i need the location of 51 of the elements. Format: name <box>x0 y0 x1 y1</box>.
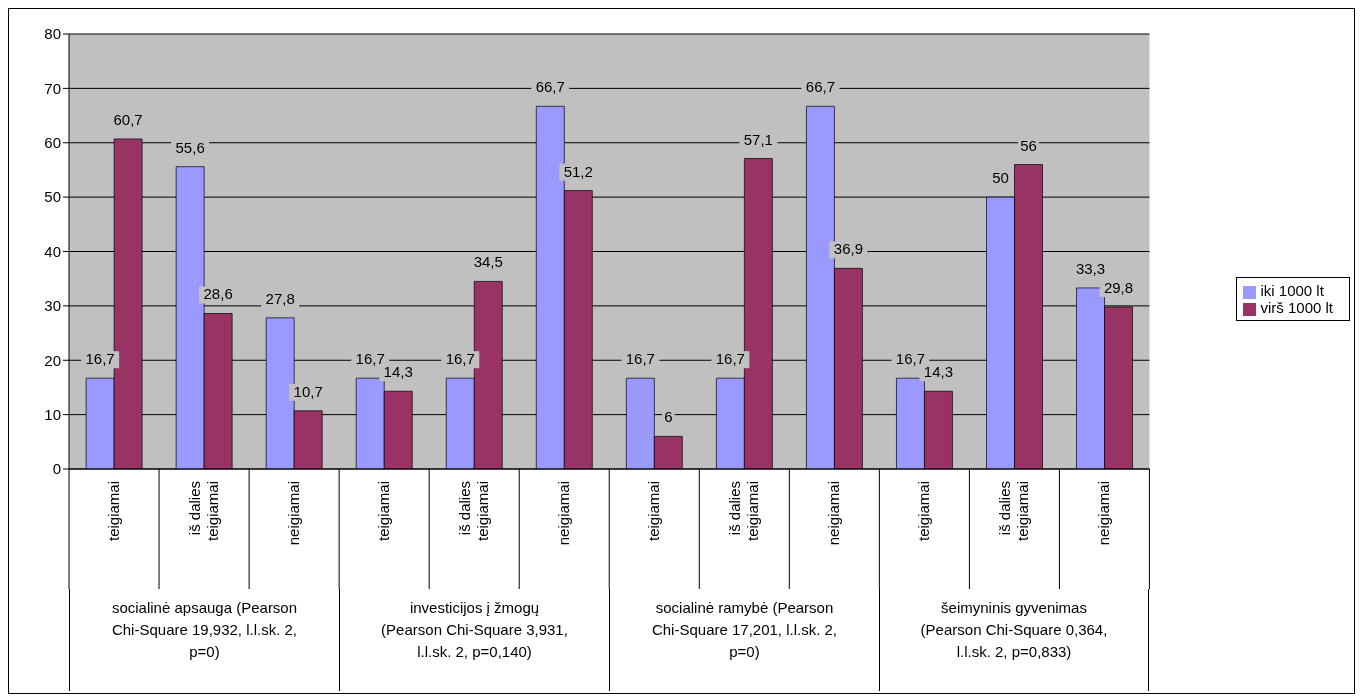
data-label: 16,7 <box>625 350 655 368</box>
legend-label: virš 1000 lt <box>1260 299 1333 316</box>
data-label: 16,7 <box>85 350 115 368</box>
data-label: 10,7 <box>293 382 323 400</box>
y-tick-label: 0 <box>52 460 61 478</box>
data-label: 51,2 <box>563 162 593 180</box>
x-tick-label: teigiamai <box>105 481 123 542</box>
x-tick-label: iš dalies teigiamai <box>726 481 762 542</box>
y-tick-label: 50 <box>44 188 61 206</box>
data-label: 36,9 <box>833 240 864 258</box>
x-tick-label: neigiamai <box>555 481 573 546</box>
data-label: 6 <box>664 408 673 426</box>
data-label: 34,5 <box>473 253 503 271</box>
x-tick-label: neigiamai <box>1095 481 1113 546</box>
data-label: 16,7 <box>895 350 926 368</box>
data-label: 14,3 <box>923 363 954 381</box>
data-label: 50 <box>992 169 1009 187</box>
x-tick-label: iš dalies teigiamai <box>456 481 492 542</box>
data-label: 66,7 <box>805 78 836 96</box>
x-tick-label: teigiamai <box>645 481 663 542</box>
legend-label: iki 1000 lt <box>1260 282 1324 299</box>
data-label: 60,7 <box>113 110 143 128</box>
x-tick-label: neigiamai <box>285 481 303 546</box>
data-label: 27,8 <box>265 289 295 307</box>
x-tick-label: teigiamai <box>915 481 933 542</box>
y-tick-label: 10 <box>44 405 61 423</box>
y-tick-label: 30 <box>44 297 61 315</box>
x-tick-label: neigiamai <box>825 481 843 546</box>
text: socialinė apsauga (Pearson Chi-Square 19,932, l.l.sk. 2, p=0) <box>69 589 339 691</box>
data-label: 55,6 <box>175 138 205 156</box>
data-label: 29,8 <box>1103 278 1134 296</box>
y-tick-label: 20 <box>44 351 61 369</box>
y-tick-label: 70 <box>44 79 61 97</box>
data-label: 16,7 <box>355 350 385 368</box>
text: šeimyninis gyvenimas (Pearson Chi-Square 0,364, l.l.sk. 2, p=0,833) <box>879 589 1149 691</box>
data-label: 28,6 <box>203 285 233 303</box>
data-label: 16,7 <box>445 350 475 368</box>
data-label: 56 <box>1020 136 1037 154</box>
text: investicijos į žmogų (Pearson Chi-Square 3,931, l.l.sk. 2, p=0,140) <box>339 589 609 691</box>
x-tick-label: iš dalies teigiamai <box>996 481 1032 542</box>
data-label: 33,3 <box>1075 259 1106 277</box>
y-tick-label: 60 <box>44 134 61 152</box>
data-label: 57,1 <box>743 130 773 148</box>
data-label: 16,7 <box>715 350 745 368</box>
text: socialinė ramybė (Pearson Chi-Square 17,201, l.l.sk. 2, p=0) <box>609 589 879 691</box>
y-tick-label: 80 <box>44 25 61 43</box>
x-tick-label: teigiamai <box>375 481 393 542</box>
x-tick-label: iš dalies teigiamai <box>186 481 222 542</box>
data-label: 14,3 <box>383 363 413 381</box>
data-label: 66,7 <box>535 78 565 96</box>
y-tick-label: 40 <box>44 242 61 260</box>
